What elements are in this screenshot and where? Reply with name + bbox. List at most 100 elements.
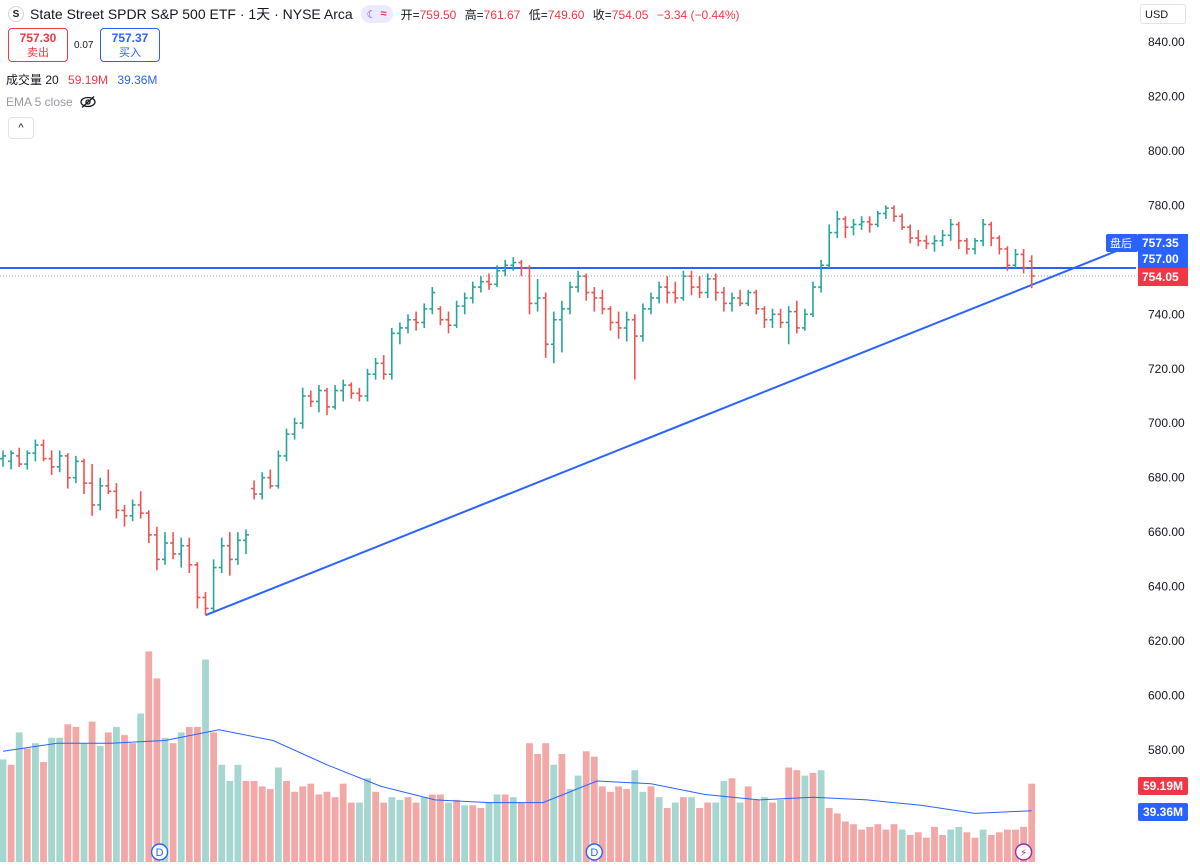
volume-legend-name: 成交量 20 (6, 73, 59, 87)
buy-button[interactable]: 757.37 买入 (100, 28, 160, 62)
ohlc-bar (915, 229, 922, 247)
volume-bar (631, 770, 639, 862)
ohlc-bar (526, 265, 533, 315)
price-axis-tick-label: 640.00 (1148, 580, 1185, 594)
ohlc-bar (567, 281, 573, 315)
volume-bar (785, 767, 793, 862)
volume-bar (372, 791, 379, 862)
volume-bar (534, 754, 541, 862)
volume-bar (955, 826, 963, 862)
ohlc-bar (283, 428, 290, 462)
volume-bar (582, 751, 590, 862)
volume-bar (445, 802, 452, 862)
volume-bar (153, 678, 161, 862)
ohlc-bar (421, 303, 428, 328)
ohlc-bar (664, 276, 671, 304)
volume-bar (121, 735, 128, 862)
ohlc-bar (931, 235, 938, 252)
ohlc-bar (583, 273, 590, 301)
ohlc-bar (1012, 248, 1019, 269)
volume-bar (226, 781, 234, 862)
ohlc-bar (307, 390, 314, 407)
currency-selector[interactable]: USD (1140, 4, 1186, 24)
dividend-marker-icon (150, 843, 169, 861)
volume-bar (809, 772, 817, 862)
price-axis-tick-label: 620.00 (1148, 634, 1185, 648)
price-tag-box (1138, 268, 1188, 286)
volume-bar (404, 797, 412, 862)
volume-bar (777, 799, 784, 862)
volume-bar (793, 770, 801, 862)
volume-bar (104, 732, 112, 862)
ohlc-bar (899, 213, 906, 230)
ohlc-bar (413, 311, 420, 331)
wave-icon: ≈ (380, 8, 387, 20)
volume-bar (15, 732, 23, 862)
volume-legend[interactable]: 成交量 20 59.19M 39.36M (6, 71, 157, 88)
volume-bar (647, 786, 655, 862)
volume-bar (210, 732, 217, 862)
sell-button[interactable]: 757.30 卖出 (8, 28, 68, 62)
symbol-title[interactable]: State Street SPDR S&P 500 ETF · 1天 · NYS… (30, 6, 353, 22)
price-axis-tick-label: 800.00 (1148, 144, 1185, 158)
ohlc-bar (980, 219, 987, 247)
ohlc-bar (550, 311, 557, 364)
price-axis-tick-label: 820.00 (1148, 89, 1185, 103)
dividend-marker-label: D (156, 847, 164, 859)
volume-bar (979, 829, 987, 862)
volume-bar (752, 799, 760, 862)
volume-bar (218, 764, 226, 862)
buy-label: 买入 (119, 47, 141, 59)
volume-bar (728, 778, 736, 862)
ohlc-bar (923, 235, 930, 249)
volume-bar (898, 829, 906, 862)
session-toggle[interactable]: ☾ ≈ (360, 5, 393, 23)
ohlc-values: 开=759.50 高=761.67 低=749.60 收=754.05 −3.3… (401, 6, 745, 23)
ohlc-bar (477, 276, 484, 293)
volume-bar (890, 824, 898, 862)
volume-bar (420, 797, 428, 862)
ohlc-bar (607, 306, 614, 331)
ohlc-bar (907, 224, 914, 244)
volume-bar (185, 727, 193, 862)
volume-bar (655, 797, 663, 862)
volume-bar (0, 759, 7, 862)
high-label: 高= (464, 7, 484, 22)
volume-bar (72, 727, 80, 862)
volume-bar (80, 743, 88, 862)
price-tag-box (1138, 234, 1188, 252)
eye-off-icon[interactable] (79, 95, 97, 109)
ohlc-bar (1004, 246, 1011, 271)
price-axis-tick-label: 740.00 (1148, 307, 1185, 321)
ohlc-bar (234, 532, 241, 565)
close-label: 收= (592, 7, 612, 22)
ohlc-bar (461, 292, 468, 315)
volume-bar (23, 748, 31, 862)
ema-legend[interactable]: EMA 5 close (6, 95, 97, 109)
volume-bar (307, 783, 315, 862)
ohlc-bar (712, 273, 719, 301)
ohlc-bar (137, 491, 144, 519)
volume-bar (250, 781, 258, 862)
ohlc-bar (437, 306, 444, 326)
volume-bar (275, 767, 282, 862)
volume-bar (882, 829, 890, 862)
ohlc-bar (623, 311, 630, 342)
ohlc-bar (639, 303, 646, 342)
ohlc-bar (801, 308, 808, 331)
volume-bar (339, 783, 347, 862)
ohlc-bar (486, 273, 492, 290)
price-tag-box (1138, 250, 1188, 268)
volume-bar (283, 781, 290, 862)
volume-bar (32, 743, 39, 862)
volume-bar (96, 745, 104, 862)
ohlc-bar (202, 592, 209, 616)
collapse-legend-button[interactable]: ^ (8, 117, 34, 139)
ohlc-bar (494, 265, 501, 288)
volume-bar (258, 786, 266, 862)
ohlc-bar (105, 469, 112, 495)
price-tag-label: 757.35 (1142, 236, 1179, 250)
open-label: 开= (400, 7, 420, 22)
ohlc-bar (364, 368, 371, 402)
